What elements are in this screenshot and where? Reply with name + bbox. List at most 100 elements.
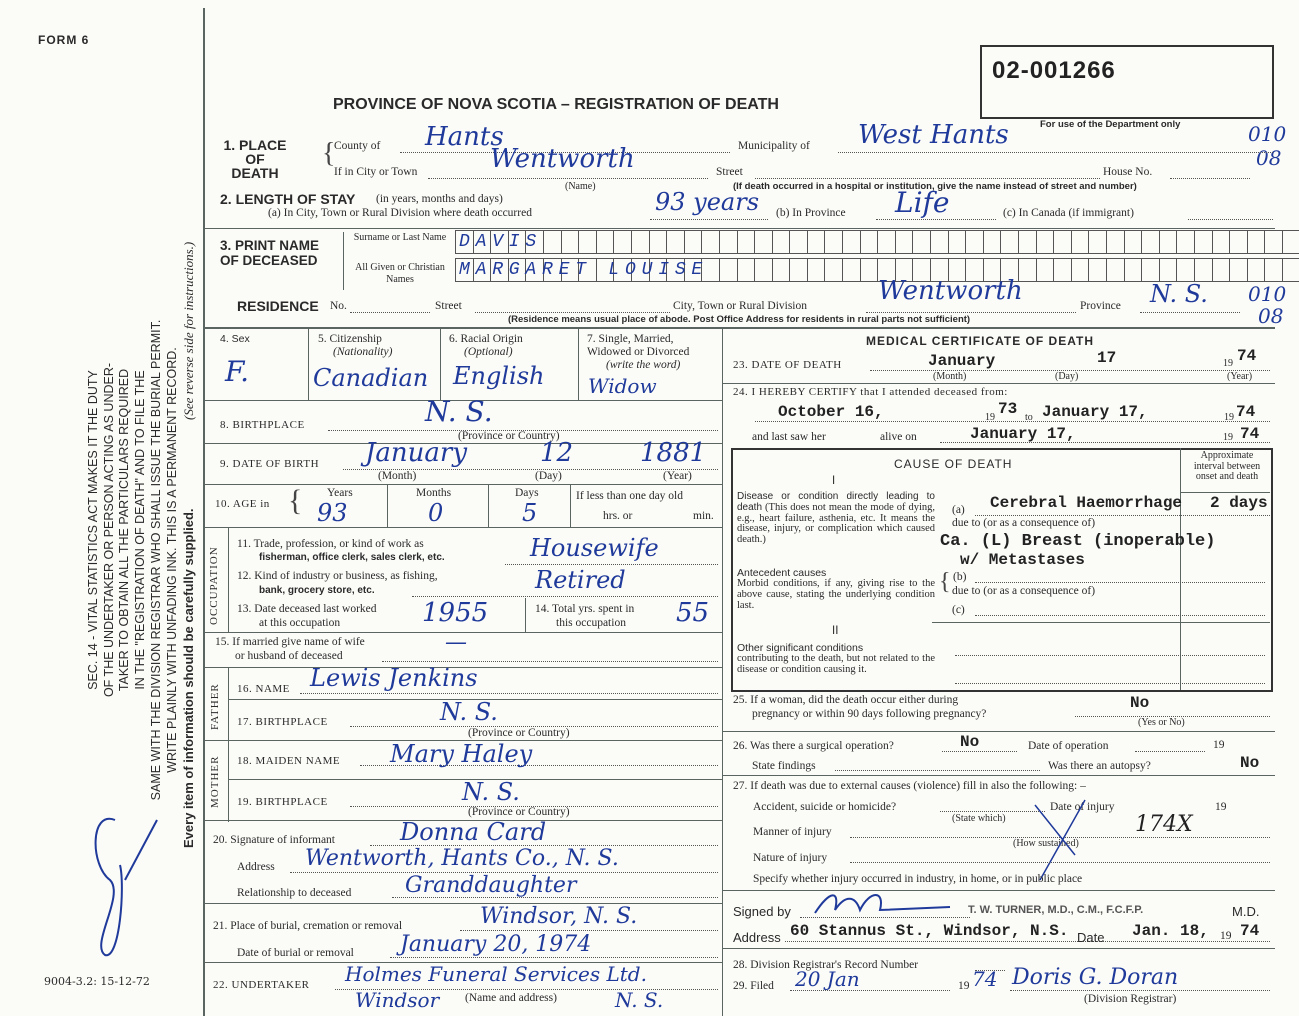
last-saw-year-prefix: 19	[1223, 432, 1233, 443]
letter-box	[913, 231, 932, 253]
part-2-label: II	[832, 625, 839, 637]
pregnancy-value: No	[1130, 694, 1150, 712]
surgery-label: 26. Was there a surgical operation?	[733, 740, 894, 752]
attended-to-date: January 17,	[1042, 403, 1148, 421]
cause-b-value-1: Ca. (L) Breast (inoperable)	[940, 532, 1216, 551]
cause-c-label: (c)	[952, 604, 965, 616]
letter-box	[1001, 259, 1019, 281]
letter-box	[1001, 231, 1019, 253]
father-birthplace-sub: (Province or Country)	[468, 727, 570, 739]
filed-label: 29. Filed	[733, 980, 774, 992]
initials-signature	[94, 817, 158, 957]
total-years-value: 55	[676, 598, 710, 628]
dob-day: 12	[540, 438, 574, 468]
undertaker-name: Holmes Funeral Services Ltd.	[345, 962, 647, 986]
citizenship-value: Canadian	[313, 364, 429, 392]
letter-box	[966, 259, 984, 281]
letter-box	[896, 231, 914, 253]
letter-box	[685, 259, 703, 281]
letter-box	[1195, 231, 1213, 253]
pregnancy-sub: (Yes or No)	[1138, 717, 1185, 728]
occupation-side-label: OCCUPATION	[208, 546, 220, 625]
residence-city-label: City, Town or Rural Division	[673, 300, 808, 312]
to-year-prefix: 19	[1224, 412, 1234, 423]
day-sub: (Day)	[1055, 371, 1079, 382]
letter-box	[1177, 259, 1195, 281]
letter-box	[526, 231, 544, 253]
letter-box	[1160, 231, 1178, 253]
informant-address: Wentworth, Hants Co., N. S.	[305, 846, 619, 871]
stay-city-value: 93 years	[655, 188, 760, 216]
letter-box	[1213, 259, 1231, 281]
page-title: PROVINCE OF NOVA SCOTIA – REGISTRATION O…	[333, 96, 779, 113]
length-of-stay-note: (in years, months and days)	[376, 193, 503, 205]
strip-divider	[203, 8, 205, 1016]
mother-birthplace-sub: (Province or Country)	[468, 806, 570, 818]
part-1-label: I	[832, 475, 836, 487]
letter-box	[949, 259, 967, 281]
month-sub: (Month)	[378, 470, 417, 482]
letter-box	[685, 231, 703, 253]
marital-label: 7. Single, Married, Widowed or Divorced	[587, 333, 690, 358]
letter-box	[456, 231, 474, 253]
letter-box	[861, 231, 879, 253]
letter-box	[1195, 259, 1213, 281]
age-days: 5	[522, 499, 538, 527]
citizenship-sub: (Nationality)	[333, 346, 393, 358]
letter-box	[526, 259, 544, 281]
last-saw-date: January 17,	[970, 425, 1076, 443]
antecedent-note: Morbid conditions, if any, giving rise t…	[737, 578, 935, 611]
cause-of-death-box	[731, 448, 1273, 692]
how-sustained-sub: (How sustained)	[1013, 838, 1079, 849]
sex-label: 4. Sex	[220, 333, 250, 345]
letter-box	[1265, 231, 1283, 253]
letter-box	[966, 231, 984, 253]
letter-box	[1125, 231, 1143, 253]
months-label: Months	[416, 487, 452, 499]
letter-box	[896, 259, 914, 281]
burial-date-label: Date of burial or removal	[237, 947, 354, 959]
letter-box	[931, 259, 949, 281]
letter-box	[878, 231, 896, 253]
state-which-sub: (State which)	[952, 813, 1006, 824]
to-label: to	[1025, 412, 1033, 423]
letter-box	[755, 231, 773, 253]
letter-box	[1107, 259, 1125, 281]
county-value: Hants	[425, 122, 504, 152]
county-label: County of	[334, 140, 381, 152]
last-saw-year: 74	[1240, 425, 1260, 443]
letter-box	[579, 259, 597, 281]
surname-label: Surname or Last Name	[353, 232, 447, 243]
letter-box	[808, 231, 826, 253]
pregnancy-label: 25. If a woman, did the death occur eith…	[733, 694, 959, 706]
physician-stamp: T. W. TURNER, M.D., C.M., F.C.F.P.	[968, 904, 1144, 916]
spouse-value: —	[445, 630, 467, 655]
industry-label: 12. Kind of industry or business, as fis…	[237, 570, 438, 582]
brace: {	[322, 138, 336, 169]
see-reverse-note: (See reverse side for instructions.)	[181, 241, 196, 420]
operation-year-prefix: 19	[1213, 739, 1225, 751]
place-of-death-heading: 1. PLACE OF DEATH	[223, 137, 287, 181]
signed-by-label: Signed by	[733, 904, 791, 919]
physician-address: 60 Stannus St., Windsor, N.S.	[790, 922, 1069, 940]
total-years-label-2: this occupation	[556, 617, 626, 629]
letter-box	[1283, 259, 1299, 281]
min-label: min.	[693, 510, 714, 522]
father-side-label: FATHER	[209, 683, 221, 730]
alive-on-label: alive on	[880, 431, 917, 443]
dob-month: January	[365, 438, 468, 468]
residence-province-value: N. S.	[1150, 280, 1208, 308]
strike-mark	[1034, 799, 1086, 881]
letter-box	[667, 231, 685, 253]
letter-box	[632, 231, 650, 253]
notice-line: WRITE PLAINLY WITH UNFADING INK. THIS IS…	[164, 347, 179, 773]
birthplace-sub: (Province or Country)	[458, 430, 560, 442]
letter-box	[1089, 259, 1107, 281]
dept-code: 010	[1248, 282, 1287, 306]
spouse-label-2: or husband of deceased	[235, 650, 343, 662]
relationship-label: Relationship to deceased	[237, 887, 352, 899]
address-label: Address	[733, 930, 781, 945]
dept-use-label: For use of the Department only	[1040, 119, 1181, 130]
undertaker-sub: (Name and address)	[465, 992, 557, 1004]
birthplace-label: 8. BIRTHPLACE	[220, 419, 305, 431]
